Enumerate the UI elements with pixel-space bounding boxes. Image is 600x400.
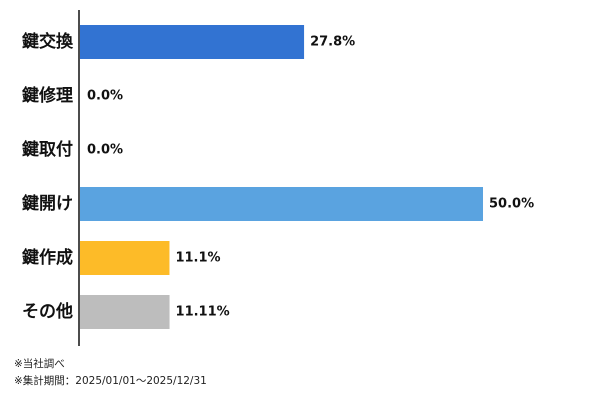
bar-chart: 鍵交換 27.8% 鍵修理 0.0% 鍵取付 0.0% 鍵開け 50.0% 鍵作成 11.1% その… <box>22 10 534 346</box>
bar-5 <box>80 241 170 275</box>
bar-1 <box>80 25 305 59</box>
value-label: 50.0% <box>489 197 534 212</box>
category-label: 鍵修理 <box>22 85 73 106</box>
bar-6 <box>80 295 170 329</box>
value-label: 11.1% <box>175 251 220 266</box>
category-label: 鍵作成 <box>22 247 73 268</box>
value-label: 0.0% <box>87 143 123 158</box>
period-note: ※集計期間：2025/01/01〜2025/12/31 <box>14 375 207 387</box>
category-label: 鍵開け <box>22 193 73 214</box>
value-label: 27.8% <box>310 35 355 50</box>
value-label: 11.11% <box>176 305 230 320</box>
category-label: 鍵交換 <box>22 31 74 52</box>
category-label: その他 <box>22 301 73 322</box>
bar-4 <box>80 187 483 221</box>
value-label: 0.0% <box>87 89 123 104</box>
source-note: ※当社調べ <box>14 358 65 370</box>
category-label: 鍵取付 <box>22 139 73 160</box>
